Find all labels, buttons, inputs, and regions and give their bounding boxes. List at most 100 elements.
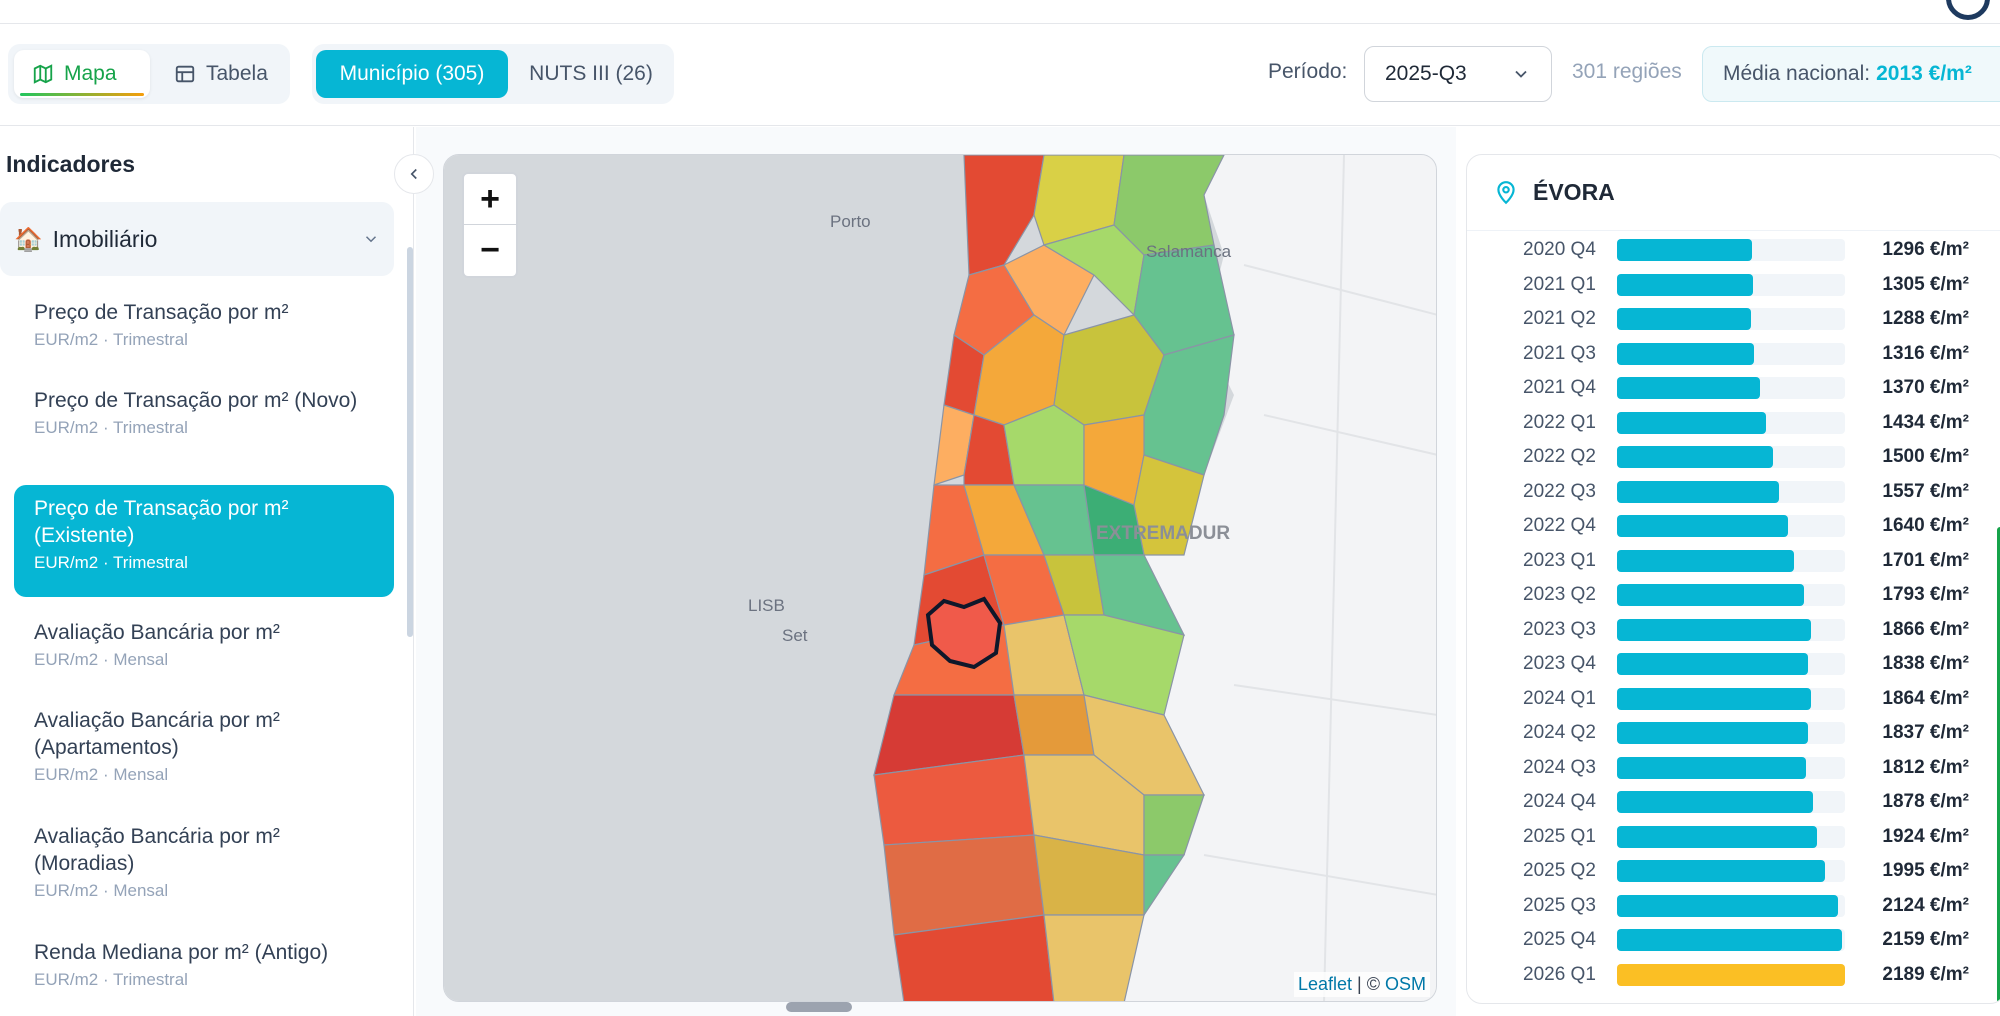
region-name: ÉVORA: [1533, 179, 1615, 205]
bar-track: [1617, 377, 1845, 399]
indicator-item[interactable]: Avaliação Bancária por m² EUR/m2 · Mensa…: [14, 609, 394, 680]
value-bar: [1617, 860, 1825, 882]
period-label: 2023 Q3: [1523, 618, 1596, 640]
bar-track: [1617, 584, 1845, 606]
value-bar: [1617, 273, 1753, 296]
level-nuts-button[interactable]: NUTS III (26): [529, 62, 653, 85]
timeseries-row: 2023 Q1 1701 €/m²: [1467, 544, 2000, 578]
value-bar: [1617, 584, 1804, 606]
map-pin-icon: [1497, 180, 1515, 204]
timeseries-row: 2023 Q4 1838 €/m²: [1467, 647, 2000, 681]
indicator-item[interactable]: Preço de Transação por m² EUR/m2 · Trime…: [14, 289, 394, 360]
view-toggle: Mapa Tabela: [8, 44, 290, 104]
period-label: 2021 Q4: [1523, 377, 1596, 398]
chevron-down-icon: [365, 236, 377, 243]
choropleth-map[interactable]: Porto Salamanca EXTREMADUR LISB Set Leaf…: [443, 154, 1437, 1002]
value-bar: [1617, 825, 1818, 848]
spain-land: [964, 155, 1436, 1001]
toolbar: Mapa Tabela Município (305) NUTS III (26…: [0, 24, 2000, 126]
indicator-subtitle: EUR/m2 · Mensal: [34, 881, 169, 900]
map-canvas[interactable]: Porto Salamanca EXTREMADUR LISB Set: [444, 155, 1437, 1002]
house-icon: 🏠: [14, 225, 43, 252]
value-label: 1370 €/m²: [1882, 377, 1969, 398]
value-label: 1316 €/m²: [1882, 342, 1969, 364]
osm-link[interactable]: OSM: [1384, 974, 1426, 994]
periodo-label: Período:: [1268, 60, 1348, 83]
indicator-title: Renda Mediana por m² (Antigo): [34, 941, 329, 964]
national-average: Média nacional: 2013 €/m²: [1702, 46, 2000, 102]
bar-track: [1617, 273, 1845, 296]
value-bar: [1617, 515, 1788, 537]
selected-region-evora[interactable]: [925, 596, 1003, 670]
timeseries-row: 2021 Q3 1316 €/m²: [1467, 337, 2000, 371]
view-table-label: Tabela: [206, 62, 268, 85]
sidebar-scrollbar[interactable]: [407, 247, 413, 637]
map-attribution: Leaflet | © OSM: [1293, 972, 1430, 997]
indicator-item[interactable]: Renda Mediana por m² (Antigo) EUR/m2 · T…: [14, 929, 394, 1000]
timeseries-row: 2025 Q4 2159 €/m²: [1467, 923, 2000, 957]
bar-track: [1617, 618, 1845, 641]
value-label: 1701 €/m²: [1882, 549, 1969, 571]
user-avatar[interactable]: [1946, 0, 1990, 20]
value-label: 2159 €/m²: [1882, 929, 1969, 950]
indicator-title: Avaliação Bancária por m² (Moradias): [34, 825, 280, 875]
timeseries-row: 2020 Q4 1296 €/m²: [1467, 233, 2000, 267]
value-bar: [1617, 687, 1812, 710]
top-strip: [0, 0, 2000, 24]
indicator-title: Avaliação Bancária por m² (Apartamentos): [34, 709, 280, 759]
indicator-title: Avaliação Bancária por m²: [34, 621, 280, 644]
timeseries-row: 2025 Q2 1995 €/m²: [1467, 854, 2000, 888]
view-table-button[interactable]: Tabela: [156, 50, 286, 98]
map-area: Porto Salamanca EXTREMADUR LISB Set Leaf…: [416, 127, 1456, 1016]
place-label-porto: Porto: [830, 212, 871, 231]
resize-handle[interactable]: [786, 1002, 852, 1012]
place-label-lisboa: LISB: [748, 596, 785, 615]
sidebar-title: Indicadores: [6, 151, 136, 177]
bar-track: [1617, 756, 1845, 779]
category-imobiliario[interactable]: 🏠 Imobiliário: [0, 202, 394, 276]
timeseries-row: 2025 Q3 2124 €/m²: [1467, 889, 2000, 923]
period-label: 2025 Q4: [1523, 929, 1596, 950]
period-label: 2021 Q1: [1523, 273, 1596, 295]
indicator-item[interactable]: Avaliação Bancária por m² (Apartamentos)…: [14, 697, 394, 795]
value-label: 1995 €/m²: [1882, 860, 1969, 881]
indicator-subtitle: EUR/m2 · Mensal: [34, 765, 169, 784]
level-municipio-button[interactable]: Município (305): [316, 50, 508, 98]
view-map-button[interactable]: Mapa: [14, 50, 150, 98]
period-label: 2022 Q3: [1523, 480, 1596, 502]
bar-track: [1617, 653, 1845, 675]
chevron-left-icon: [410, 168, 417, 180]
timeseries-row: 2026 Q1 2189 €/m²: [1467, 958, 2000, 992]
indicator-item[interactable]: Preço de Transação por m² (Novo) EUR/m2 …: [14, 377, 394, 448]
zoom-out-button[interactable]: −: [480, 231, 500, 269]
bar-track: [1617, 239, 1845, 261]
chevron-down-icon: [1515, 70, 1527, 78]
value-label: 2124 €/m²: [1882, 894, 1969, 916]
spain-roads: [1203, 155, 1436, 1001]
period-label: 2025 Q1: [1523, 825, 1596, 847]
bar-track: [1617, 308, 1845, 330]
regions-count: 301 regiões: [1572, 60, 1682, 83]
value-bar: [1617, 549, 1795, 572]
value-label: 1838 €/m²: [1882, 653, 1969, 674]
value-bar: [1617, 480, 1780, 503]
value-label: 1812 €/m²: [1882, 756, 1969, 778]
place-label-salamanca: Salamanca: [1146, 242, 1232, 261]
indicator-item-active[interactable]: Preço de Transação por m² (Existente) EU…: [14, 485, 394, 597]
periodo-select[interactable]: 2025-Q3: [1364, 46, 1552, 102]
period-label: 2022 Q2: [1523, 446, 1596, 467]
timeseries-row: 2023 Q3 1866 €/m²: [1467, 613, 2000, 647]
value-bar: [1617, 446, 1774, 468]
indicator-title: Preço de Transação por m² (Novo): [34, 389, 358, 412]
panel-scrollbar[interactable]: [1997, 527, 2000, 1003]
sidebar-collapse-button[interactable]: [394, 154, 434, 194]
indicator-item[interactable]: Avaliação Bancária por m² (Moradias) EUR…: [14, 813, 394, 911]
period-label: 2025 Q2: [1523, 860, 1596, 881]
value-label: 1878 €/m²: [1882, 791, 1969, 812]
leaflet-link[interactable]: Leaflet: [1297, 974, 1353, 994]
bar-track: [1617, 411, 1845, 434]
value-label: 1557 €/m²: [1882, 480, 1969, 502]
bar-track: [1617, 791, 1845, 813]
zoom-in-button[interactable]: +: [464, 174, 516, 225]
bar-track: [1617, 687, 1845, 710]
